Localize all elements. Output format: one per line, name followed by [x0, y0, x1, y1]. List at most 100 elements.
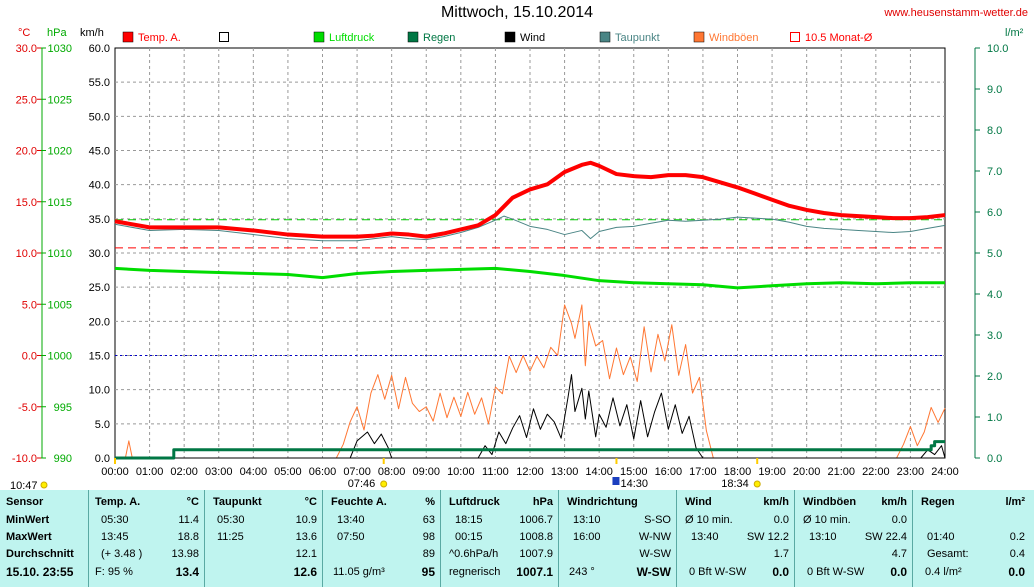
panel-sensor: Sensor MinWert MaxWert Durchschnitt 15.1… [0, 490, 88, 587]
x-tick-label: 19:00 [758, 466, 786, 478]
temp-tick-label: 30.0 [16, 43, 37, 55]
wind-tick-label: 20.0 [89, 316, 110, 328]
x-tick-label: 06:00 [309, 466, 337, 478]
pres-cur-value: 1007.1 [516, 565, 553, 579]
x-tick-label: 13:00 [551, 466, 579, 478]
temp-avg-value: 13.98 [171, 548, 199, 560]
pres-min-time: 18:15 [455, 514, 483, 526]
wind-tick-label: 0.0 [95, 453, 110, 465]
legend-swatch [693, 31, 705, 43]
temp-min-value: 11.4 [178, 514, 199, 526]
pres-unit: hPa [532, 496, 553, 508]
pressure-tick-label: 1015 [48, 197, 72, 209]
temp-avg-note: (+ 3.48 ) [101, 548, 143, 560]
wind-cur-note: 0 Bft W-SW [689, 566, 747, 578]
dew-min-value: 10.9 [295, 514, 317, 526]
rain-tick-label: 10.0 [987, 43, 1008, 55]
series-taupunkt [114, 215, 946, 242]
gust-avg-value: 4.7 [891, 548, 907, 560]
panel-humidity: Feuchte A. % 13:40 63 07:50 98 89 11.05 … [322, 490, 441, 587]
legend-label: Luftdruck [329, 32, 375, 44]
legend-label: Wind [520, 32, 545, 44]
wind-tick-label: 45.0 [89, 146, 110, 158]
gust-min-note: Ø 10 min. [803, 514, 851, 526]
legend-swatch [313, 31, 325, 43]
temp-min-time: 05:30 [101, 514, 129, 526]
marker-label: 14:30 [620, 478, 648, 490]
rain-cur-note: 0.4 l/m² [925, 566, 962, 578]
gust-cur-value: 0.0 [890, 565, 907, 579]
temp-cur-note: F: 95 % [95, 566, 133, 578]
pres-avg-value: 1007.9 [519, 548, 553, 560]
pres-min-value: 1006.7 [519, 514, 553, 526]
temp-tick-label: 25.0 [16, 94, 37, 106]
x-tick-label: 04:00 [240, 466, 268, 478]
rain-max-time: 01:40 [927, 531, 955, 543]
panel-wind: Wind km/h Ø 10 min. 0.0 13:40 SW 12.2 1.… [676, 490, 795, 587]
wind-max-time: 13:40 [691, 531, 719, 543]
x-tick-label: 07:00 [343, 466, 371, 478]
site-url[interactable]: www.heusenstamm-wetter.de [884, 7, 1028, 19]
legend-swatch [122, 31, 134, 43]
hum-unit: % [425, 496, 435, 508]
panel-temp: Temp. A. °C 05:30 11.4 13:45 18.8 (+ 3.4… [88, 490, 205, 587]
weather-chart: °C hPa km/h l/m² 30.0 25.0 20.0 15.0 10.0 5.0 0.0 -… [10, 27, 1024, 490]
marker-label: 10:47 [10, 480, 38, 490]
dew-head: Taupunkt [213, 496, 262, 508]
temp-axis-unit: °C [18, 27, 30, 39]
hum-max-time: 07:50 [337, 531, 365, 543]
x-tick-label: 12:00 [516, 466, 544, 478]
hum-min-value: 63 [422, 514, 435, 526]
dir-max-time: 16:00 [573, 531, 601, 543]
x-tick-label: 08:00 [378, 466, 406, 478]
legend-swatch [219, 32, 229, 42]
row-label-avg: Durchschnitt [6, 548, 74, 560]
marker-dot [40, 481, 48, 489]
gust-min-value: 0.0 [891, 514, 907, 526]
x-tick-label: 17:00 [689, 466, 717, 478]
dir-avg-value: W-SW [639, 548, 671, 560]
temp-cur-value: 13.4 [175, 565, 199, 579]
dir-max-value: W-NW [638, 531, 671, 543]
series-wind [115, 374, 946, 459]
marker-label: 07:46 [348, 478, 376, 490]
hum-head: Feuchte A. [331, 496, 387, 508]
marker-flag [612, 477, 620, 485]
pressure-axis-unit: hPa [47, 27, 67, 39]
pressure-tick-label: 1025 [48, 94, 72, 106]
dew-max-time: 11:25 [217, 531, 244, 543]
wind-tick-label: 15.0 [89, 351, 110, 363]
rain-tick-label: 4.0 [987, 289, 1002, 301]
wind-axis-unit: km/h [80, 27, 104, 39]
legend-swatch [407, 31, 419, 43]
rain-total-value: 0.4 [1009, 548, 1025, 560]
temp-max-time: 13:45 [101, 531, 129, 543]
dir-head: Windrichtung [567, 496, 638, 508]
pressure-tick-label: 1005 [48, 299, 72, 311]
gust-head: Windböen [803, 496, 857, 508]
hum-avg-value: 89 [422, 548, 435, 560]
rain-tick-label: 2.0 [987, 371, 1002, 383]
wind-tick-label: 50.0 [89, 111, 110, 123]
pressure-tick-label: 990 [54, 453, 72, 465]
pressure-tick-label: 995 [54, 402, 72, 414]
legend-label: Taupunkt [615, 32, 660, 44]
rain-tick-label: 0.0 [987, 453, 1002, 465]
marker-label: 18:34 [721, 478, 749, 490]
wind-avg-value: 1.7 [773, 548, 789, 560]
temp-tick-label: -10.0 [12, 453, 37, 465]
dir-min-value: S-SO [644, 514, 671, 526]
pres-max-time: 00:15 [455, 531, 483, 543]
pressure-tick-label: 1030 [48, 43, 72, 55]
x-tick-label: 15:00 [620, 466, 648, 478]
gust-cur-note: 0 Bft W-SW [807, 566, 865, 578]
dew-max-value: 13.6 [295, 531, 317, 543]
temp-unit: °C [186, 496, 199, 508]
wind-tick-label: 35.0 [89, 214, 110, 226]
pres-cur-note: regnerisch [449, 566, 501, 578]
pressure-tick-label: 1020 [48, 146, 72, 158]
rain-axis-unit: l/m² [1005, 27, 1024, 39]
wind-tick-label: 30.0 [89, 248, 110, 260]
wind-tick-label: 10.0 [89, 385, 110, 397]
x-tick-label: 24:00 [931, 466, 959, 478]
